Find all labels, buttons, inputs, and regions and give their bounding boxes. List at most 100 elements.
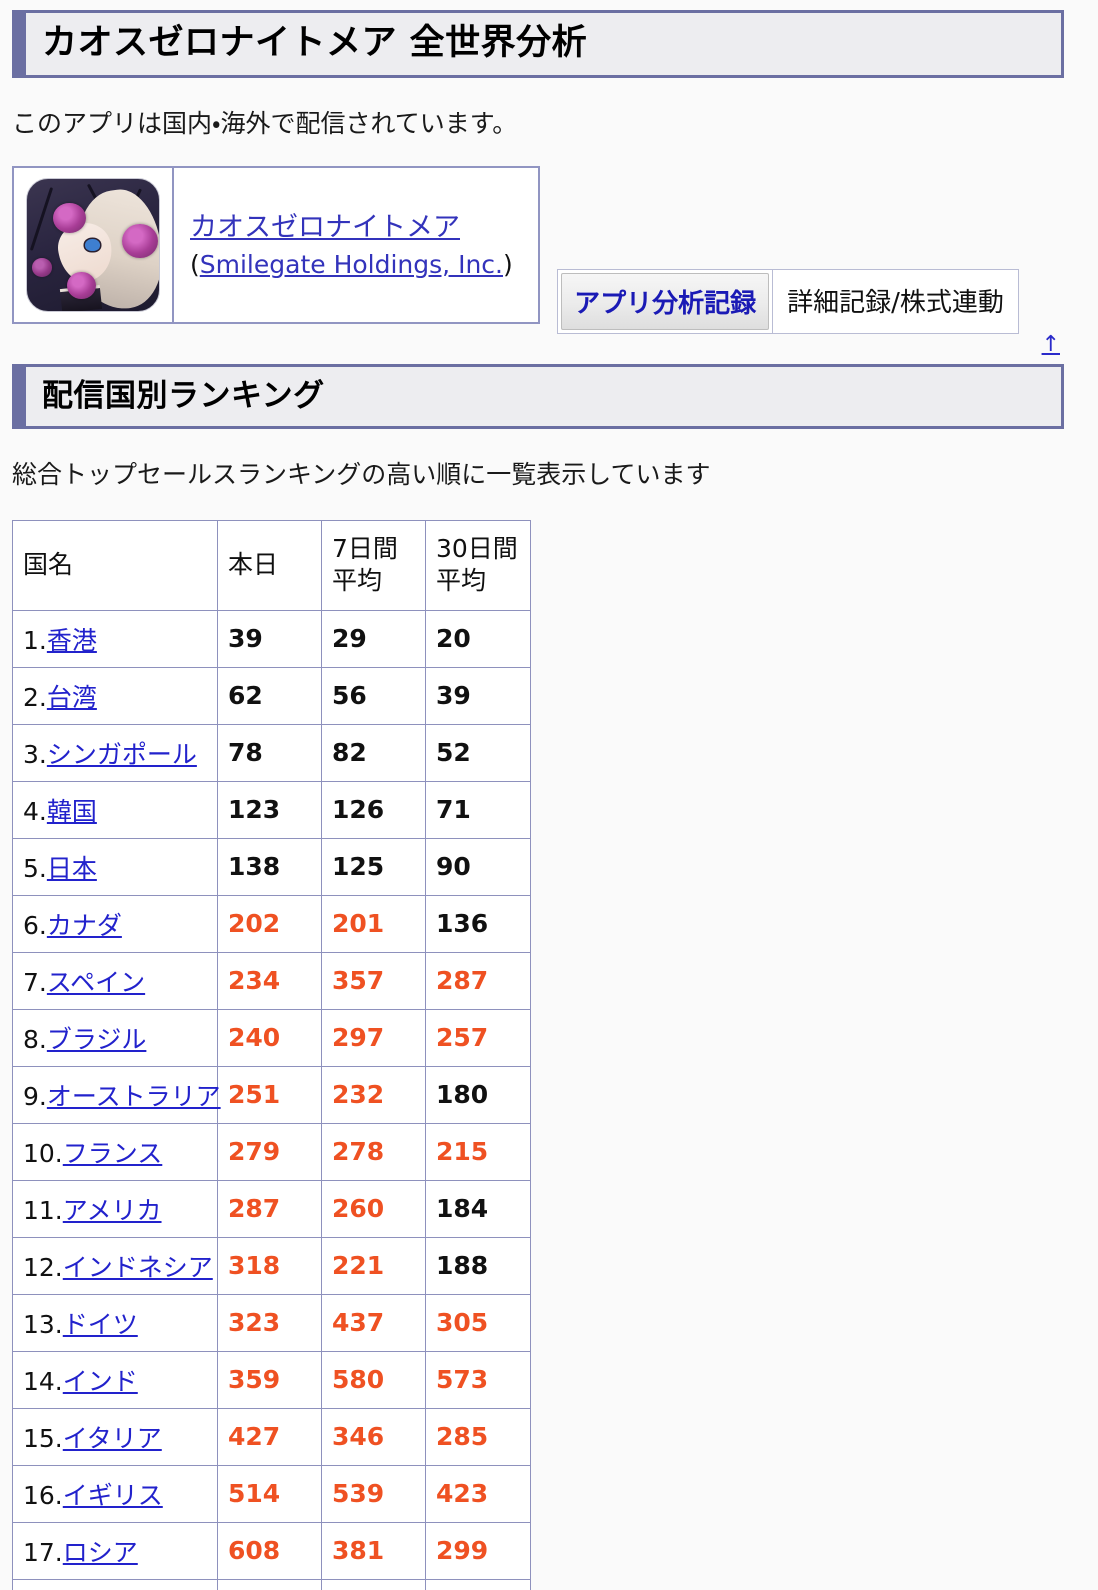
cell-country: 6.カナダ: [12, 894, 218, 953]
table-head: 国名 本日 7日間 平均 30日間 平均: [12, 519, 531, 611]
tab-detail-record-stock[interactable]: 詳細記録/株式連動: [772, 270, 1018, 334]
column-header-avg7-line2: 平均: [332, 566, 383, 595]
column-header-avg7: 7日間平均: [321, 519, 426, 611]
cell-avg7: 539: [321, 1464, 426, 1523]
cell-today: 202: [217, 894, 322, 953]
paren-open: (: [190, 249, 200, 279]
rank-number: 15.: [23, 1423, 63, 1453]
cell-country: 15.イタリア: [12, 1407, 218, 1466]
cell-country: 11.アメリカ: [12, 1179, 218, 1238]
cell-avg7: 29: [321, 609, 426, 668]
rank-number: 9.: [23, 1081, 47, 1111]
cell-country: 9.オーストラリア: [12, 1065, 221, 1124]
rank-number: 3.: [23, 739, 47, 769]
cell-avg30: 39: [425, 666, 531, 725]
table-row: 2.台湾 62 56 39: [12, 666, 531, 725]
cell-avg30: 188: [425, 1236, 531, 1295]
country-link[interactable]: 韓国: [46, 796, 97, 826]
cell-avg30: 573: [425, 1350, 531, 1409]
table-row: 13.ドイツ 323 437 305: [12, 1293, 531, 1352]
character-eye: [85, 238, 100, 251]
rank-number: 2.: [23, 682, 47, 712]
cell-avg30: 52: [425, 723, 531, 782]
cell-today: 323: [217, 1293, 322, 1352]
cell-avg30: 90: [425, 837, 531, 896]
cell-avg7: 82: [321, 723, 426, 782]
page-title-header: カオスゼロナイトメア 全世界分析: [12, 10, 1064, 78]
rank-number: 13.: [23, 1309, 63, 1339]
rank-number: 4.: [23, 796, 47, 826]
table-row: 1.香港 39 29 20: [12, 609, 531, 668]
table-row: 15.イタリア 427 346 285: [12, 1407, 531, 1466]
table-row: 14.インド 359 580 573: [12, 1350, 531, 1409]
rank-number: 17.: [23, 1537, 63, 1567]
country-link[interactable]: フランス: [62, 1138, 163, 1168]
cell-avg30: 257: [425, 1008, 531, 1067]
app-publisher-link[interactable]: Smilegate Holdings, Inc.: [199, 249, 503, 279]
cell-avg30: 184: [425, 1179, 531, 1238]
cell-country: 3.シンガポール: [12, 723, 218, 782]
country-link[interactable]: インド: [62, 1366, 138, 1396]
country-link[interactable]: ブラジル: [46, 1024, 147, 1054]
cell-avg30: 403: [425, 1578, 531, 1590]
cell-avg7: 554: [321, 1578, 426, 1590]
table-row: 17.ロシア 608 381 299: [12, 1521, 531, 1580]
country-link[interactable]: 日本: [46, 853, 97, 883]
app-icon-cell: [14, 168, 174, 323]
cell-avg7: 278: [321, 1122, 426, 1181]
app-name-link[interactable]: カオスゼロナイトメア: [190, 211, 460, 243]
cell-country: 16.イギリス: [12, 1464, 218, 1523]
column-header-avg7-line1: 7日間: [332, 533, 398, 563]
cell-avg7: 381: [321, 1521, 426, 1580]
table-header-row: 国名 本日 7日間 平均 30日間 平均: [12, 519, 531, 611]
cell-avg7: 297: [321, 1008, 426, 1067]
cell-today: 62: [217, 666, 322, 725]
country-link[interactable]: シンガポール: [46, 739, 197, 769]
cell-country: 5.日本: [12, 837, 218, 896]
app-icon: [26, 178, 160, 313]
country-link[interactable]: ロシア: [62, 1537, 138, 1567]
cell-avg30: 305: [425, 1293, 531, 1352]
cell-avg30: 180: [425, 1065, 531, 1124]
rank-number: 5.: [23, 853, 47, 883]
cell-country: 4.韓国: [12, 780, 218, 839]
table-body: 1.香港 39 29 20 2.台湾 62 56 39 3.シンガポール 78 82 52 4.韓国 12…: [12, 609, 531, 1590]
cell-today: 234: [217, 951, 322, 1010]
cell-avg7: 437: [321, 1293, 426, 1352]
tab-app-analysis-record[interactable]: アプリ分析記録: [561, 273, 770, 331]
cell-avg30: 136: [425, 894, 531, 953]
ranking-description: 総合トップセールスランキングの高い順に一覧表示しています: [12, 460, 711, 489]
cell-today: 279: [217, 1122, 322, 1181]
cell-country: 17.ロシア: [12, 1521, 218, 1580]
country-link[interactable]: イギリス: [62, 1480, 163, 1510]
table-row: 6.カナダ 202 201 136: [12, 894, 531, 953]
country-link[interactable]: カナダ: [46, 910, 122, 940]
country-link[interactable]: スペイン: [46, 967, 146, 997]
cell-today: 240: [217, 1008, 322, 1067]
cell-avg30: 299: [425, 1521, 531, 1580]
cell-avg30: 285: [425, 1407, 531, 1466]
country-link[interactable]: ドイツ: [62, 1309, 138, 1339]
table-row: 8.ブラジル 240 297 257: [12, 1008, 531, 1067]
cell-today: 287: [217, 1179, 322, 1238]
cell-country: 18.スウェーデン: [12, 1578, 218, 1590]
rank-number: 7.: [23, 967, 47, 997]
country-link[interactable]: オーストラリア: [46, 1081, 221, 1111]
cell-avg7: 126: [321, 780, 426, 839]
cell-today: 608: [217, 1521, 322, 1580]
cell-avg7: 357: [321, 951, 426, 1010]
country-link[interactable]: 台湾: [46, 682, 97, 712]
country-link[interactable]: インドネシア: [62, 1252, 213, 1282]
ranking-section-header: 配信国別ランキング: [12, 364, 1064, 429]
country-link[interactable]: アメリカ: [62, 1195, 162, 1225]
scroll-to-top-link[interactable]: ↑: [1041, 332, 1060, 358]
table-row: 10.フランス 279 278 215: [12, 1122, 531, 1181]
rose-icon: [66, 271, 96, 300]
country-link[interactable]: 香港: [46, 625, 97, 655]
app-text-cell: カオスゼロナイトメア (Smilegate Holdings, Inc.): [174, 168, 538, 322]
table-row: 5.日本 138 125 90: [12, 837, 531, 896]
country-link[interactable]: イタリア: [62, 1423, 162, 1453]
cell-avg7: 232: [321, 1065, 426, 1124]
tab-bar: アプリ分析記録 詳細記録/株式連動: [557, 269, 1019, 335]
rose-icon: [32, 258, 53, 277]
